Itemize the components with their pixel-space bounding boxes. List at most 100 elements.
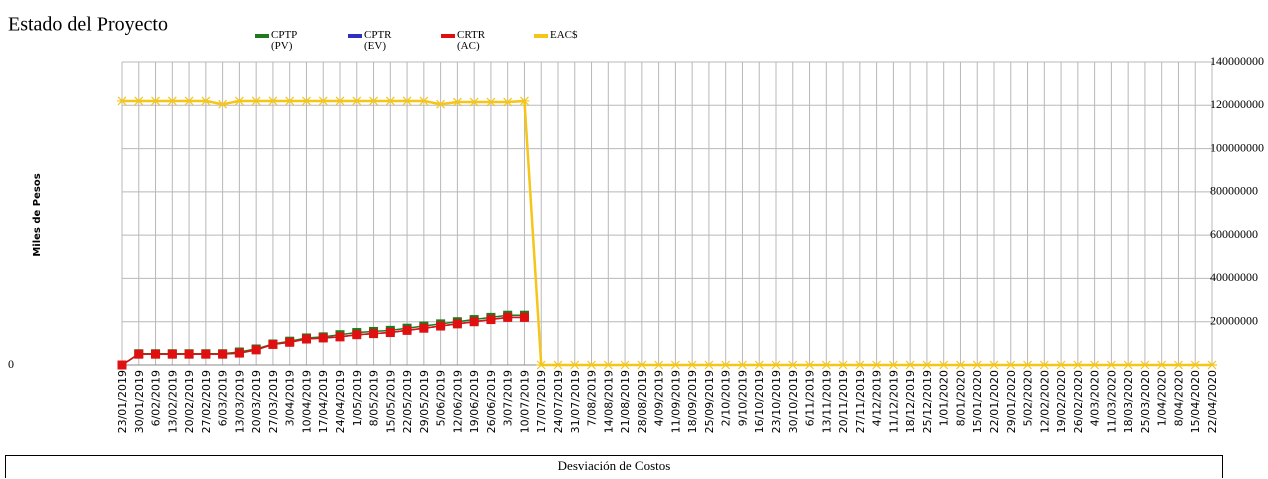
x-tick-label: 4/09/2019 <box>653 370 666 426</box>
x-tick-label: 29/05/2019 <box>418 370 431 433</box>
x-tick-label: 25/03/2020 <box>1139 370 1152 433</box>
marker <box>1173 360 1184 370</box>
legend-label: CRTR (AC) <box>457 29 486 52</box>
x-tick-label: 6/11/2019 <box>804 370 817 426</box>
legend-item: CPTR (EV) <box>348 30 393 52</box>
marker <box>335 332 345 342</box>
x-tick-label: 19/02/2020 <box>1055 370 1068 433</box>
x-tick-label: 6/03/2019 <box>217 370 230 426</box>
marker <box>133 96 144 106</box>
chart: Estado del Proyecto Miles de Pesos 23/01… <box>8 14 1264 434</box>
marker <box>603 360 614 370</box>
x-tick-label: 25/09/2019 <box>703 370 716 433</box>
marker <box>620 360 631 370</box>
marker <box>1089 360 1100 370</box>
marker <box>519 96 530 106</box>
x-tick-label: 5/06/2019 <box>435 370 448 426</box>
marker <box>1139 360 1150 370</box>
marker <box>318 96 329 106</box>
x-tick-label: 1/01/2020 <box>938 370 951 426</box>
marker <box>1039 360 1050 370</box>
marker <box>703 360 714 370</box>
marker <box>251 96 262 106</box>
x-tick-label: 5/02/2020 <box>1022 370 1035 426</box>
x-tick-label: 30/01/2019 <box>133 370 146 433</box>
x-tick-label: 21/08/2019 <box>619 370 632 433</box>
x-tick-label: 27/03/2019 <box>267 370 280 433</box>
x-tick-label: 8/05/2019 <box>368 370 381 426</box>
marker <box>201 349 211 359</box>
x-tick-label: 22/04/2020 <box>1206 370 1219 433</box>
legend-label: CPTR (EV) <box>364 29 392 52</box>
y-tick-label: 80000000 <box>1210 184 1258 198</box>
marker <box>938 360 949 370</box>
marker <box>318 333 328 343</box>
x-tick-label: 27/11/2019 <box>854 370 867 433</box>
x-tick-label: 20/11/2019 <box>837 370 850 433</box>
x-tick-label: 26/02/2020 <box>1072 370 1085 433</box>
x-tick-label: 3/04/2019 <box>284 370 297 426</box>
x-tick-label: 24/04/2019 <box>334 370 347 433</box>
marker <box>385 96 396 106</box>
legend-item: EAC$ <box>534 30 579 52</box>
x-tick-label: 11/09/2019 <box>669 370 682 433</box>
x-tick-label: 12/02/2020 <box>1038 370 1051 433</box>
x-tick-label: 18/12/2019 <box>904 370 917 433</box>
marker <box>134 349 144 359</box>
marker <box>1005 360 1016 370</box>
marker <box>402 96 413 106</box>
x-tick-label: 4/03/2020 <box>1089 370 1102 426</box>
x-tick-label: 15/01/2020 <box>971 370 984 433</box>
marker <box>653 360 664 370</box>
marker <box>184 96 195 106</box>
marker <box>218 349 228 359</box>
y-tick-label: 0 <box>8 357 14 371</box>
marker <box>368 96 379 106</box>
x-tick-label: 8/04/2020 <box>1172 370 1185 426</box>
marker <box>536 360 547 370</box>
x-tick-label: 28/08/2019 <box>636 370 649 433</box>
marker <box>787 360 798 370</box>
marker <box>1123 360 1134 370</box>
x-tick-label: 23/10/2019 <box>770 370 783 433</box>
legend-swatch <box>348 34 362 38</box>
marker <box>268 339 278 349</box>
marker <box>452 319 462 329</box>
x-tick-label: 11/12/2019 <box>887 370 900 433</box>
x-tick-label: 7/08/2019 <box>586 370 599 426</box>
x-tick-label: 13/11/2019 <box>820 370 833 433</box>
marker <box>335 96 345 106</box>
x-tick-label: 17/04/2019 <box>317 370 330 433</box>
legend-label: CPTP (PV) <box>271 29 297 52</box>
marker <box>771 360 781 370</box>
marker <box>1156 360 1167 370</box>
marker <box>217 99 228 109</box>
x-tick-label: 16/10/2019 <box>753 370 766 433</box>
marker <box>553 360 563 370</box>
marker <box>854 360 865 370</box>
x-tick-label: 15/05/2019 <box>384 370 397 433</box>
marker <box>251 345 261 355</box>
marker <box>469 97 480 107</box>
x-tick-label: 12/06/2019 <box>451 370 464 433</box>
marker <box>167 96 178 106</box>
marker <box>1056 360 1067 370</box>
x-tick-label: 1/05/2019 <box>351 370 364 426</box>
marker <box>1022 360 1033 370</box>
marker <box>234 348 244 358</box>
marker <box>117 96 127 106</box>
marker <box>267 96 278 106</box>
marker <box>1190 360 1201 370</box>
marker <box>1106 360 1117 370</box>
x-tick-label: 22/01/2020 <box>988 370 1001 433</box>
x-tick-label: 14/08/2019 <box>602 370 615 433</box>
marker <box>905 360 916 370</box>
legend-item: CRTR (AC) <box>441 30 486 52</box>
x-tick-label: 10/07/2019 <box>518 370 531 433</box>
marker <box>402 325 412 335</box>
marker <box>737 360 748 370</box>
marker <box>385 328 395 338</box>
marker <box>972 360 983 370</box>
x-tick-label: 8/01/2020 <box>954 370 967 426</box>
x-tick-label: 25/12/2019 <box>921 370 934 433</box>
